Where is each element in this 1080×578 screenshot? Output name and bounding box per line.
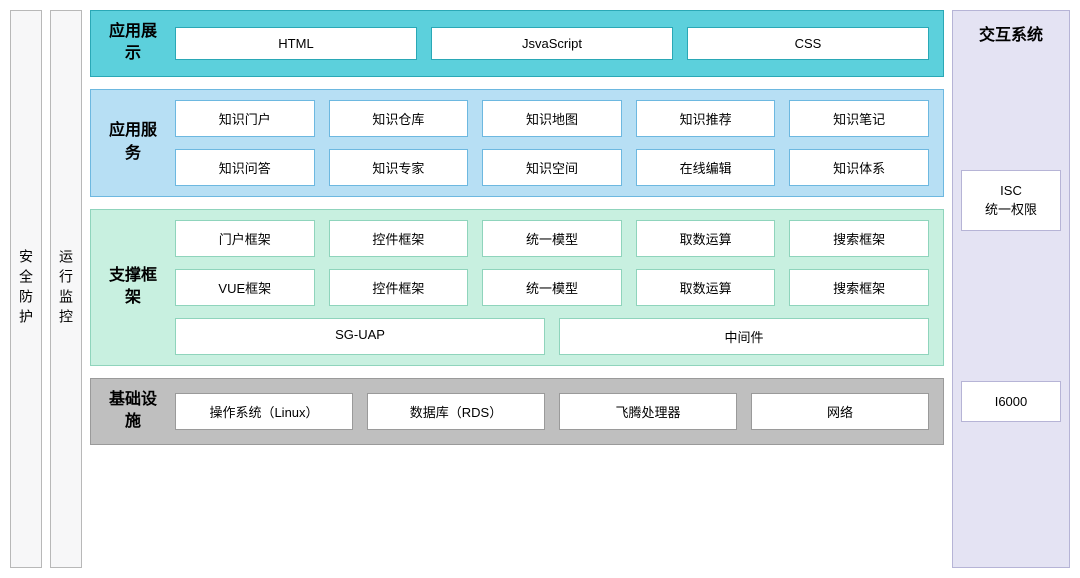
layer-presentation-content: HTML JsvaScript CSS [175, 21, 929, 66]
sidebar-monitor-label: 运行监控 [56, 249, 76, 329]
row: 操作系统（Linux） 数据库（RDS） 飞腾处理器 网络 [175, 393, 929, 430]
cell: 飞腾处理器 [559, 393, 737, 430]
cell: 取数运算 [636, 220, 776, 257]
cell: 统一模型 [482, 220, 622, 257]
right-interaction-system: 交互系统 ISC 统一权限 I6000 [952, 10, 1070, 568]
cell: 知识专家 [329, 149, 469, 186]
sidebar-security: 安全防护 [10, 10, 42, 568]
row: 知识问答 知识专家 知识空间 在线编辑 知识体系 [175, 149, 929, 186]
cell: 知识体系 [789, 149, 929, 186]
row: 知识门户 知识仓库 知识地图 知识推荐 知识笔记 [175, 100, 929, 137]
architecture-diagram: 安全防护 运行监控 应用展示 HTML JsvaScript CSS 应用服务 … [10, 10, 1070, 568]
cell: 搜索框架 [789, 269, 929, 306]
row: VUE框架 控件框架 统一模型 取数运算 搜索框架 [175, 269, 929, 306]
row: 门户框架 控件框架 统一模型 取数运算 搜索框架 [175, 220, 929, 257]
layer-presentation-title: 应用展示 [105, 21, 161, 66]
cell-javascript: JsvaScript [431, 27, 673, 60]
cell: 控件框架 [329, 220, 469, 257]
cell: 操作系统（Linux） [175, 393, 353, 430]
layer-infra: 基础设施 操作系统（Linux） 数据库（RDS） 飞腾处理器 网络 [90, 378, 944, 445]
layer-presentation: 应用展示 HTML JsvaScript CSS [90, 10, 944, 77]
layer-framework-content: 门户框架 控件框架 统一模型 取数运算 搜索框架 VUE框架 控件框架 统一模型… [175, 220, 929, 355]
row: SG-UAP 中间件 [175, 318, 929, 355]
right-title: 交互系统 [979, 21, 1043, 45]
right-cell-isc-line2: 统一权限 [985, 202, 1037, 217]
cell: 知识空间 [482, 149, 622, 186]
cell: 知识门户 [175, 100, 315, 137]
layer-services-title: 应用服务 [105, 100, 161, 186]
cell: 搜索框架 [789, 220, 929, 257]
cell-html: HTML [175, 27, 417, 60]
right-cell-i6000: I6000 [961, 381, 1061, 423]
cell-middleware: 中间件 [559, 318, 929, 355]
layer-services-content: 知识门户 知识仓库 知识地图 知识推荐 知识笔记 知识问答 知识专家 知识空间 … [175, 100, 929, 186]
right-cell-isc: ISC 统一权限 [961, 170, 1061, 231]
sidebar-security-label: 安全防护 [16, 249, 36, 329]
sidebar-monitor: 运行监控 [50, 10, 82, 568]
cell: 在线编辑 [636, 149, 776, 186]
cell: 知识仓库 [329, 100, 469, 137]
cell: 知识笔记 [789, 100, 929, 137]
cell: 控件框架 [329, 269, 469, 306]
cell: 门户框架 [175, 220, 315, 257]
cell: 数据库（RDS） [367, 393, 545, 430]
cell: 统一模型 [482, 269, 622, 306]
cell: 知识问答 [175, 149, 315, 186]
row: HTML JsvaScript CSS [175, 27, 929, 60]
cell-sg-uap: SG-UAP [175, 318, 545, 355]
cell: 知识地图 [482, 100, 622, 137]
right-cell-isc-line1: ISC [1000, 183, 1022, 198]
layer-services: 应用服务 知识门户 知识仓库 知识地图 知识推荐 知识笔记 知识问答 知识专家 … [90, 89, 944, 197]
cell: VUE框架 [175, 269, 315, 306]
cell: 网络 [751, 393, 929, 430]
layer-infra-content: 操作系统（Linux） 数据库（RDS） 飞腾处理器 网络 [175, 389, 929, 434]
layer-framework-title: 支撑框架 [105, 220, 161, 355]
layer-infra-title: 基础设施 [105, 389, 161, 434]
cell: 知识推荐 [636, 100, 776, 137]
cell: 取数运算 [636, 269, 776, 306]
right-stack: ISC 统一权限 I6000 [961, 65, 1061, 557]
main-stack: 应用展示 HTML JsvaScript CSS 应用服务 知识门户 知识仓库 … [90, 10, 944, 568]
cell-css: CSS [687, 27, 929, 60]
layer-framework: 支撑框架 门户框架 控件框架 统一模型 取数运算 搜索框架 VUE框架 控件框架… [90, 209, 944, 366]
